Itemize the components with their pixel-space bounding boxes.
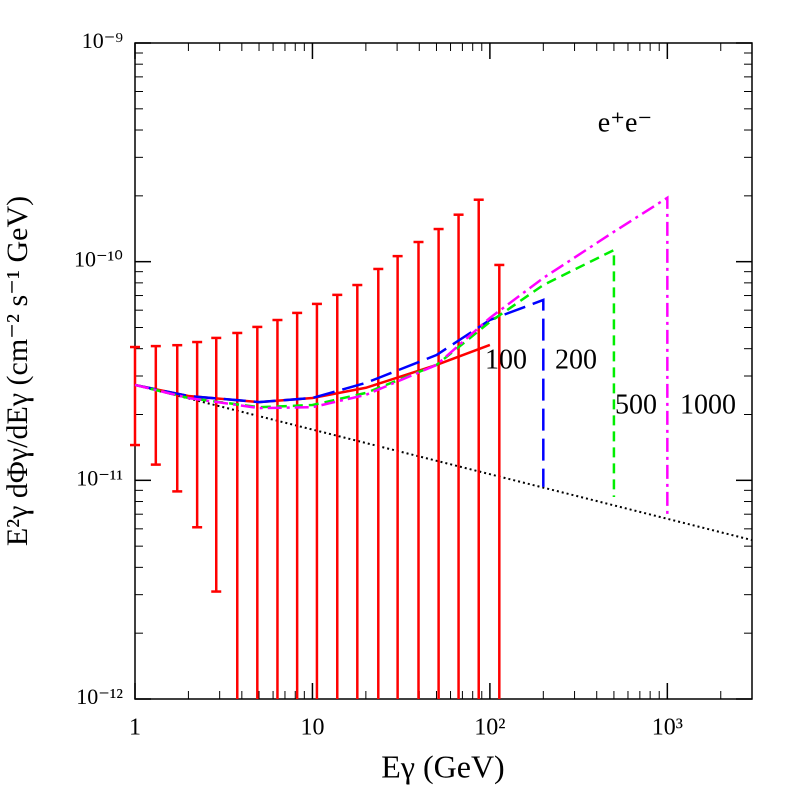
x-tick-label: 10² <box>474 715 505 741</box>
y-tick-label: 10⁻¹¹ <box>76 465 123 490</box>
curve-label: 100 <box>485 344 527 375</box>
background-line <box>134 383 753 542</box>
y-tick-label: 10⁻⁹ <box>82 28 124 53</box>
y-axis-title: E²γ dΦγ/dEγ (cm⁻² s⁻¹ GeV) <box>1 196 34 546</box>
y-tick-label: 10⁻¹² <box>76 684 123 709</box>
model-curve <box>134 195 669 518</box>
model-curve <box>134 298 545 487</box>
annotation: e⁺e⁻ <box>598 107 652 138</box>
curve-label: 1000 <box>680 389 736 420</box>
curve-label: 500 <box>615 389 657 420</box>
plot-frame <box>134 42 753 700</box>
curve-label: 200 <box>555 344 597 375</box>
x-tick-label: 10 <box>300 715 324 741</box>
x-tick-label: 10³ <box>652 715 683 741</box>
x-tick-label: 1 <box>129 715 141 741</box>
x-axis-title: Eγ (GeV) <box>381 748 504 784</box>
y-tick-label: 10⁻¹⁰ <box>74 247 123 272</box>
